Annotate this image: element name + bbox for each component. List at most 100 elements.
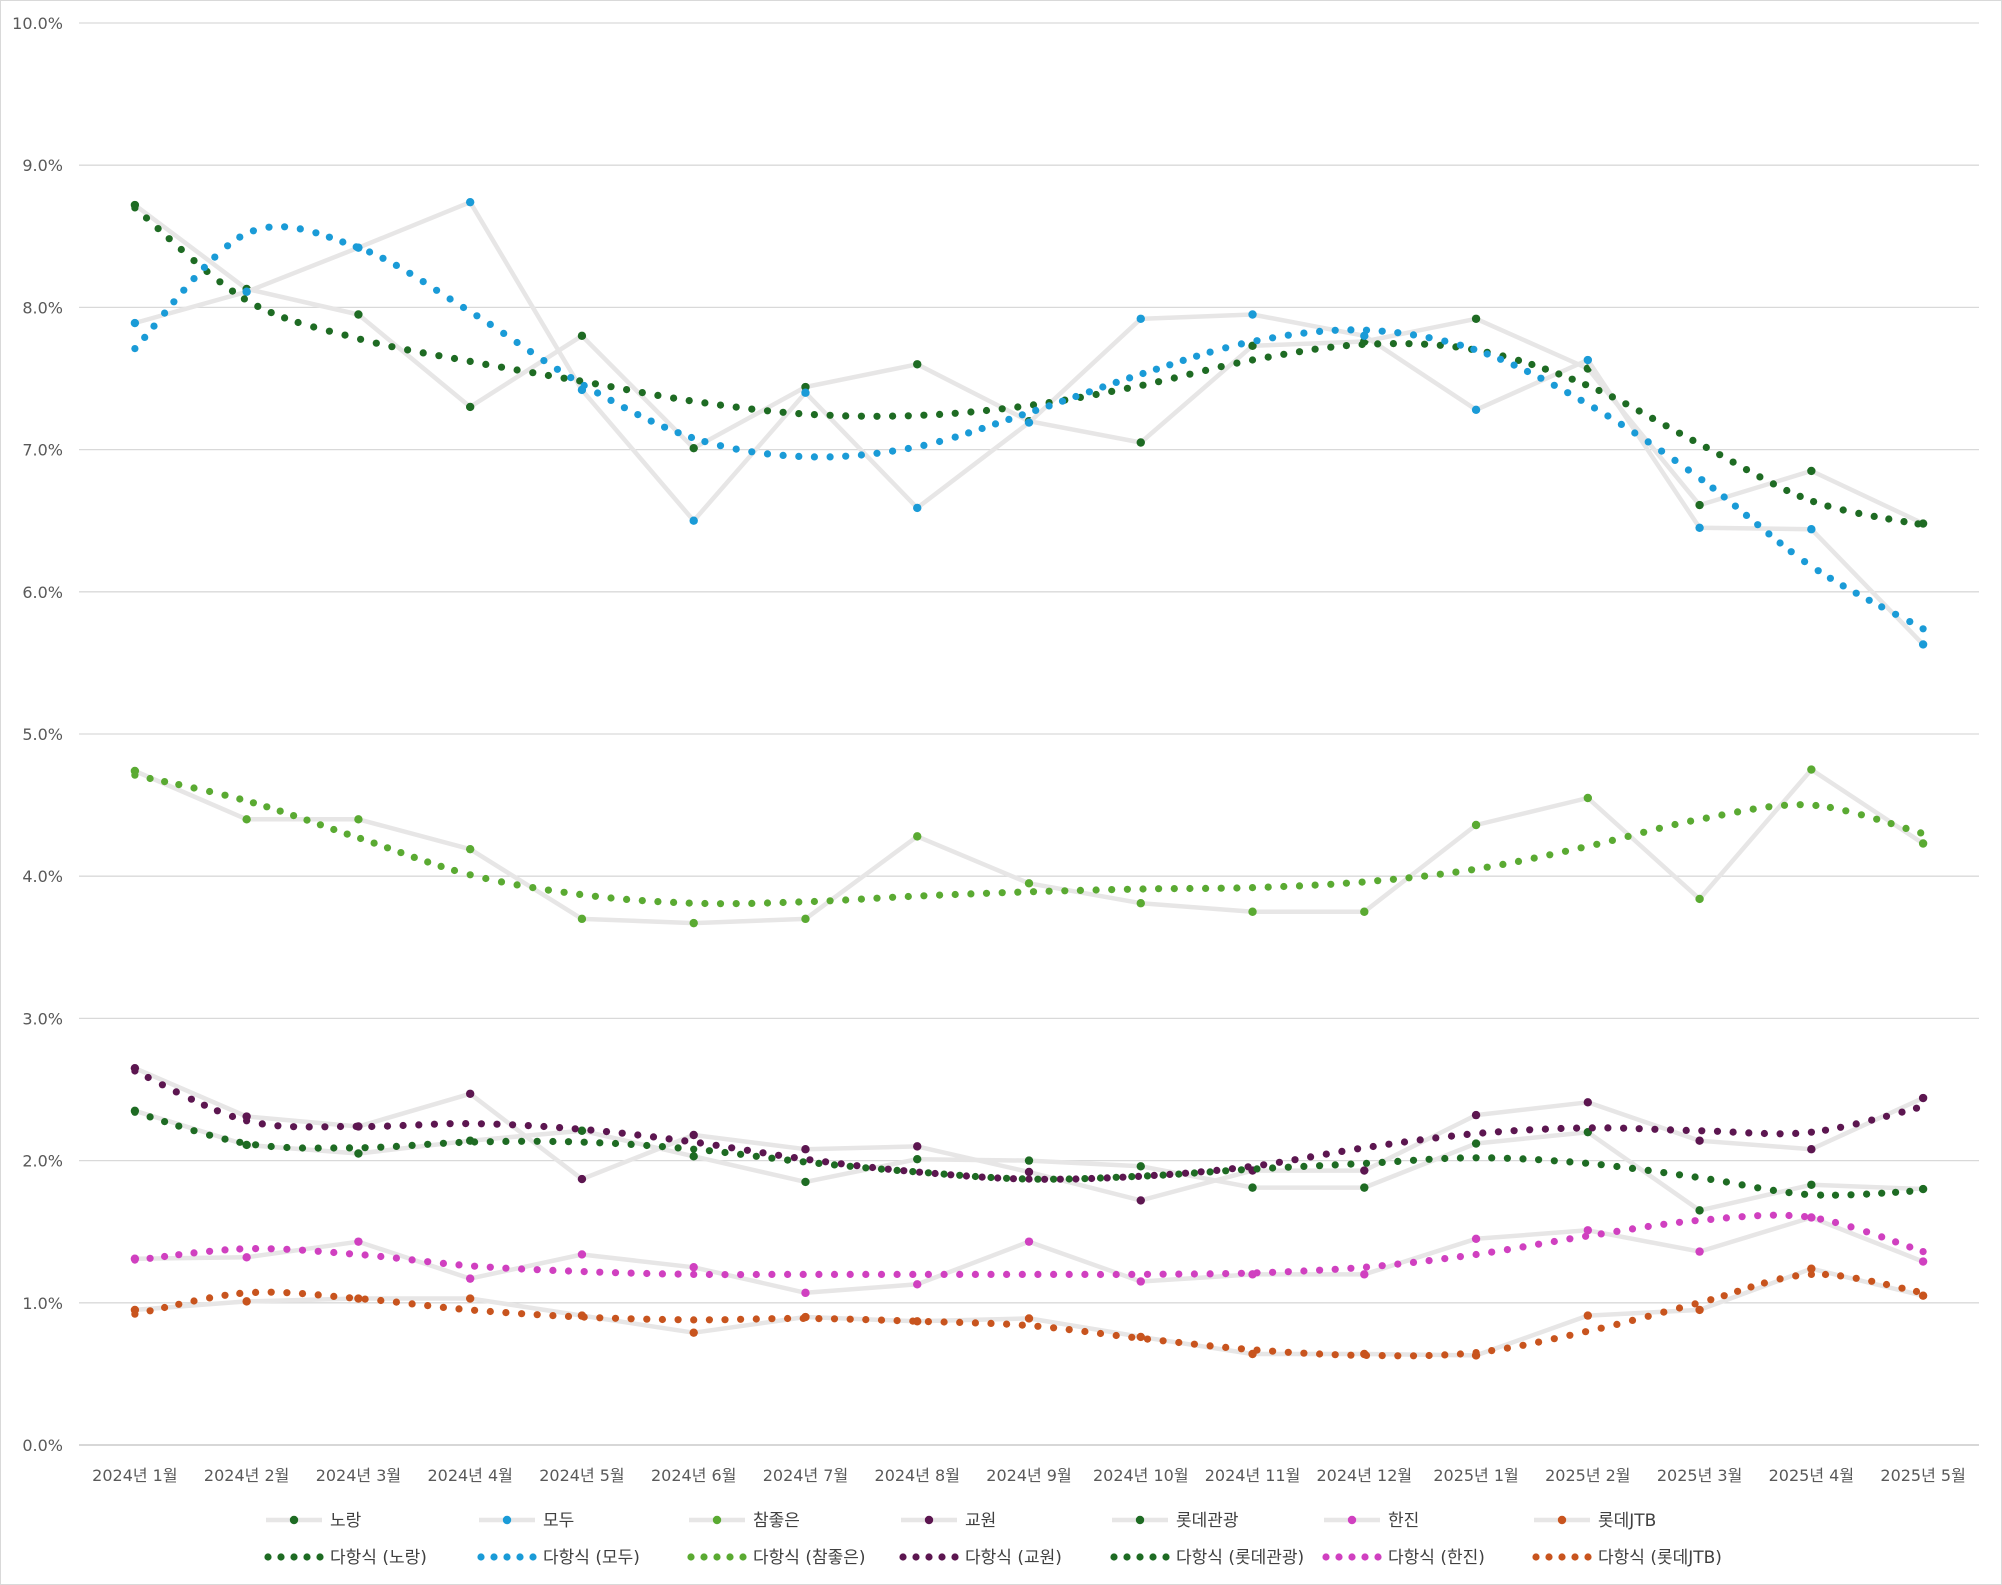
series-5 — [130, 1213, 1928, 1298]
trend-dot — [1222, 1270, 1230, 1278]
trend-dot — [768, 1154, 776, 1162]
trend-dot — [647, 417, 655, 425]
legend-trend-item-0: 다항식 (노랑) — [264, 1548, 427, 1568]
trend-dot — [654, 391, 662, 399]
trend-dot — [383, 1122, 392, 1130]
trend-dot — [1519, 1243, 1527, 1251]
trend-dot — [1595, 386, 1603, 395]
trend-dot — [213, 1107, 221, 1115]
trend-dot — [1311, 881, 1319, 889]
x-tick-label: 2024년 9월 — [986, 1466, 1071, 1485]
trend-dot — [1821, 1126, 1830, 1134]
trend-dot — [721, 1271, 729, 1279]
trend-dot — [658, 1315, 667, 1324]
trend-dot — [1658, 447, 1666, 455]
data-point — [1918, 1184, 1928, 1194]
legend-trend-label: 다항식 (노랑) — [330, 1548, 427, 1568]
trend-dot — [533, 1311, 541, 1319]
trend-dot — [314, 1144, 322, 1152]
trend-dot — [1582, 1159, 1590, 1167]
data-point — [577, 1250, 587, 1259]
trend-dot — [1807, 1270, 1815, 1278]
trend-dot — [1237, 1166, 1245, 1174]
trend-dot — [1143, 1172, 1152, 1180]
trend-dot — [1280, 882, 1288, 891]
trend-dot — [1707, 1296, 1715, 1304]
data-point — [465, 1294, 475, 1303]
trend-dot — [1441, 337, 1449, 345]
trend-dot — [1202, 884, 1210, 893]
trend-dot — [1756, 473, 1764, 481]
trend-dot — [1139, 369, 1147, 378]
trend-dot — [1651, 1125, 1659, 1133]
trend-dot — [1865, 596, 1873, 604]
trend-dot — [1128, 1270, 1136, 1278]
trend-dot — [1025, 1175, 1033, 1183]
trend-dot — [1810, 498, 1818, 506]
trend-dot — [1108, 387, 1116, 395]
data-point — [1471, 314, 1481, 323]
trend-dot — [1374, 340, 1382, 348]
legend-trend-dot — [316, 1553, 324, 1561]
trend-dot — [1072, 392, 1080, 401]
legend-trend-dot — [477, 1553, 485, 1561]
trend-dot — [1394, 1352, 1402, 1360]
trend-dot — [206, 1294, 214, 1302]
legend-trend-label: 다항식 (롯데JTB) — [1598, 1548, 1722, 1568]
legend-item-1: 모두 — [479, 1511, 574, 1531]
trend-dot — [611, 1139, 620, 1148]
trend-dot — [1316, 327, 1324, 335]
trend-dot — [368, 1122, 376, 1131]
trend-dot — [1152, 365, 1160, 373]
x-tick-label: 2024년 1월 — [92, 1466, 177, 1485]
trend-dot — [529, 369, 537, 377]
trend-dot — [982, 406, 991, 415]
trend-dot — [1378, 1158, 1386, 1166]
trend-dot — [1550, 1157, 1558, 1165]
trend-dot — [1620, 1124, 1628, 1132]
trend-dot — [1917, 829, 1925, 837]
trend-dot — [1519, 1155, 1527, 1163]
legend-marker — [289, 1515, 299, 1525]
trend-dot — [424, 858, 432, 866]
trend-dot — [172, 1088, 180, 1096]
trend-dot — [1112, 378, 1120, 386]
trend-dot — [316, 821, 324, 829]
legend-trend-dot — [1558, 1553, 1566, 1561]
data-point — [1024, 879, 1034, 888]
legend-item-4: 롯데관광 — [1112, 1511, 1239, 1531]
trend-dot — [1892, 610, 1900, 618]
data-point — [577, 914, 587, 924]
data-point — [1136, 438, 1145, 447]
trend-dot — [815, 1159, 823, 1167]
legend-label: 한진 — [1388, 1511, 1419, 1531]
trend-dot — [1003, 1270, 1011, 1278]
trend-dot — [1817, 1215, 1825, 1223]
legend-marker — [502, 1515, 512, 1525]
trend-dot — [1213, 1166, 1221, 1174]
legend-trend-dot — [303, 1553, 311, 1561]
trend-dot — [430, 1120, 438, 1128]
trend-dot — [627, 1315, 635, 1323]
trend-dot — [406, 269, 414, 277]
trend-dot — [716, 900, 725, 908]
trend-dot — [1847, 1191, 1855, 1199]
trend-dot — [267, 1245, 275, 1253]
trend-dot — [857, 412, 866, 420]
trend-dot — [265, 223, 273, 231]
trend-dot — [1018, 411, 1026, 419]
data-point — [1248, 341, 1257, 350]
trend-dot — [1503, 1246, 1511, 1254]
trend-dot — [1597, 1324, 1605, 1332]
trend-dot — [343, 830, 351, 838]
trend-dot — [1760, 1279, 1768, 1287]
trend-dot — [1456, 1253, 1464, 1261]
trend-dot — [1409, 1352, 1418, 1360]
trend-dot — [1852, 589, 1860, 597]
data-point — [1695, 523, 1704, 533]
trend-dot — [951, 890, 959, 899]
trend-dot — [383, 844, 392, 852]
trend-dot — [1447, 1132, 1456, 1140]
